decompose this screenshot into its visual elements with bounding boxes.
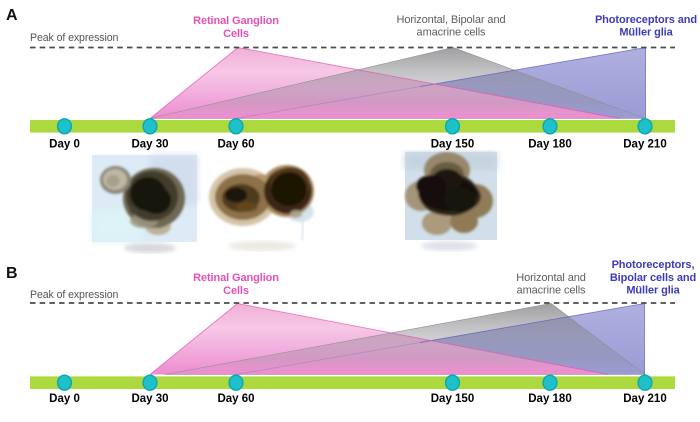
svg-text:Day 180: Day 180	[528, 139, 571, 151]
svg-text:Horizontal and: Horizontal and	[516, 272, 586, 284]
svg-text:amacrine cells: amacrine cells	[417, 27, 487, 39]
svg-text:Retinal Ganglion: Retinal Ganglion	[193, 272, 279, 284]
svg-text:Peak of expression: Peak of expression	[30, 289, 119, 301]
svg-text:amacrine cells: amacrine cells	[517, 285, 587, 297]
svg-text:A: A	[6, 7, 18, 24]
svg-text:Müller glia: Müller glia	[619, 27, 673, 39]
svg-text:Day 30: Day 30	[131, 393, 168, 405]
svg-text:Day 150: Day 150	[431, 139, 474, 151]
svg-text:Day 60: Day 60	[217, 139, 254, 151]
svg-text:Cells: Cells	[223, 285, 249, 297]
svg-text:Day 30: Day 30	[131, 139, 168, 151]
svg-text:Photoreceptors and: Photoreceptors and	[595, 14, 697, 26]
svg-text:Müller glia: Müller glia	[626, 285, 680, 297]
svg-text:Day 210: Day 210	[623, 393, 666, 405]
svg-text:Day 150: Day 150	[431, 393, 474, 405]
svg-text:Cells: Cells	[223, 28, 249, 40]
svg-text:Retinal Ganglion: Retinal Ganglion	[193, 15, 279, 27]
svg-text:Bipolar cells and: Bipolar cells and	[610, 272, 696, 284]
svg-text:Day 0: Day 0	[49, 393, 80, 405]
svg-text:B: B	[6, 265, 18, 282]
svg-text:Horizontal, Bipolar and: Horizontal, Bipolar and	[397, 14, 506, 26]
svg-text:Peak of expression: Peak of expression	[30, 32, 119, 44]
svg-text:Day 210: Day 210	[623, 139, 666, 151]
svg-text:Photoreceptors,: Photoreceptors,	[612, 259, 695, 271]
svg-text:Day 0: Day 0	[49, 139, 80, 151]
svg-text:Day 180: Day 180	[528, 393, 571, 405]
svg-text:Day 60: Day 60	[217, 393, 254, 405]
